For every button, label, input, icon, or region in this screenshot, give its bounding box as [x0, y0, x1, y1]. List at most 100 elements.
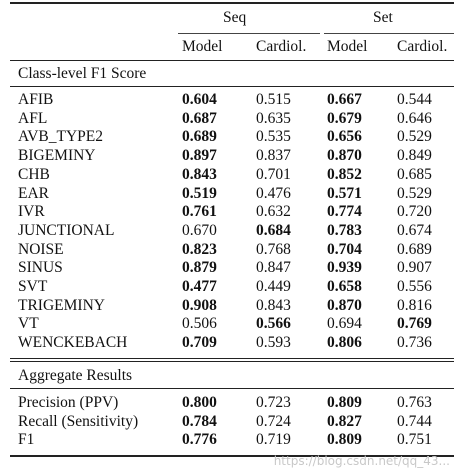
table-row: EAR 0.519 0.476 0.571 0.529 [10, 184, 454, 203]
value-cell: 0.809 [327, 431, 362, 449]
header-rule [10, 60, 454, 61]
row-label: AFL [18, 109, 48, 127]
table-row: Precision (PPV) 0.800 0.723 0.809 0.763 [10, 393, 454, 412]
value-cell: 0.515 [256, 91, 291, 108]
table-row: TRIGEMINY 0.908 0.843 0.870 0.816 [10, 296, 454, 315]
set-underline [324, 33, 454, 34]
value-cell: 0.751 [397, 431, 432, 449]
value-cell: 0.768 [256, 240, 291, 258]
value-cell: 0.870 [327, 147, 362, 165]
value-cell: 0.670 [182, 221, 217, 239]
table-row: IVR 0.761 0.632 0.774 0.720 [10, 202, 454, 221]
top-rule [10, 2, 454, 4]
group-header-seq: Seq [223, 9, 247, 26]
value-cell: 0.724 [256, 412, 291, 430]
row-label: VT [18, 315, 39, 333]
row-label: TRIGEMINY [18, 296, 105, 314]
row-label: NOISE [18, 240, 64, 258]
value-cell: 0.744 [397, 412, 432, 430]
value-cell: 0.529 [397, 184, 432, 202]
table-row: AFL 0.687 0.635 0.679 0.646 [10, 109, 454, 128]
row-label: IVR [18, 203, 45, 221]
value-cell: 0.774 [327, 203, 362, 221]
value-cell: 0.776 [182, 431, 217, 449]
aggregate-rule [10, 388, 454, 389]
value-cell: 0.529 [397, 128, 432, 146]
column-header-row: Model Cardiol. Model Cardiol. [10, 37, 454, 56]
value-cell: 0.658 [327, 278, 362, 295]
seq-underline [178, 33, 320, 34]
table-row: WENCKEBACH 0.709 0.593 0.806 0.736 [10, 333, 454, 352]
value-cell: 0.506 [182, 315, 217, 333]
section-title-aggregate: Aggregate Results [18, 367, 133, 384]
value-cell: 0.689 [397, 240, 432, 258]
double-rule-top [10, 358, 454, 359]
value-cell: 0.816 [397, 296, 432, 314]
row-label: SINUS [18, 259, 63, 277]
row-label: Precision (PPV) [18, 394, 119, 411]
value-cell: 0.477 [182, 278, 217, 295]
value-cell: 0.544 [397, 91, 432, 108]
value-cell: 0.571 [327, 184, 362, 202]
row-label: SVT [18, 278, 48, 295]
value-cell: 0.806 [327, 334, 362, 352]
row-label: F1 [18, 431, 35, 449]
value-cell: 0.827 [327, 412, 362, 430]
value-cell: 0.736 [397, 334, 432, 352]
value-cell: 0.783 [327, 221, 362, 239]
value-cell: 0.763 [397, 394, 432, 411]
value-cell: 0.784 [182, 412, 217, 430]
table-row: AFIB 0.604 0.515 0.667 0.544 [10, 90, 454, 109]
row-label: Recall (Sensitivity) [18, 412, 139, 430]
value-cell: 0.679 [327, 109, 362, 127]
value-cell: 0.476 [256, 184, 291, 202]
row-label: AVB_TYPE2 [18, 128, 103, 146]
value-cell: 0.635 [256, 109, 291, 127]
double-rule-bottom [10, 361, 454, 362]
value-cell: 0.761 [182, 203, 217, 221]
value-cell: 0.843 [182, 165, 217, 183]
value-cell: 0.694 [327, 315, 362, 333]
value-cell: 0.704 [327, 240, 362, 258]
value-cell: 0.849 [397, 147, 432, 165]
value-cell: 0.684 [256, 221, 291, 239]
row-label: BIGEMINY [18, 147, 96, 165]
value-cell: 0.689 [182, 128, 217, 146]
row-label: AFIB [18, 91, 54, 108]
value-cell: 0.939 [327, 259, 362, 277]
group-header-set: Set [373, 9, 393, 26]
table-row: SINUS 0.879 0.847 0.939 0.907 [10, 258, 454, 277]
col-header-set-model: Model [327, 38, 368, 55]
value-cell: 0.709 [182, 334, 217, 352]
value-cell: 0.566 [256, 315, 291, 333]
value-cell: 0.646 [397, 109, 432, 127]
value-cell: 0.823 [182, 240, 217, 258]
value-cell: 0.837 [256, 147, 291, 165]
value-cell: 0.632 [256, 203, 291, 221]
section-title-class-f1: Class-level F1 Score [18, 65, 147, 82]
row-label: EAR [18, 184, 49, 202]
value-cell: 0.809 [327, 394, 362, 411]
row-label: WENCKEBACH [18, 334, 128, 352]
table-row: SVT 0.477 0.449 0.658 0.556 [10, 277, 454, 296]
value-cell: 0.519 [182, 184, 217, 202]
value-cell: 0.720 [397, 203, 432, 221]
value-cell: 0.769 [397, 315, 432, 333]
value-cell: 0.843 [256, 296, 291, 314]
value-cell: 0.685 [397, 165, 432, 183]
value-cell: 0.701 [256, 165, 291, 183]
table-row: NOISE 0.823 0.768 0.704 0.689 [10, 240, 454, 259]
value-cell: 0.852 [327, 165, 362, 183]
row-label: JUNCTIONAL [18, 221, 115, 239]
row-label: CHB [18, 165, 50, 183]
table-row: VT 0.506 0.566 0.694 0.769 [10, 314, 454, 333]
table-row: BIGEMINY 0.897 0.837 0.870 0.849 [10, 146, 454, 165]
value-cell: 0.879 [182, 259, 217, 277]
value-cell: 0.593 [256, 334, 291, 352]
value-cell: 0.800 [182, 394, 217, 411]
col-header-set-cardiol: Cardiol. [397, 38, 448, 55]
value-cell: 0.556 [397, 278, 432, 295]
table-row: F1 0.776 0.719 0.809 0.751 [10, 430, 454, 449]
col-header-seq-cardiol: Cardiol. [256, 38, 307, 55]
section-rule [10, 86, 454, 87]
